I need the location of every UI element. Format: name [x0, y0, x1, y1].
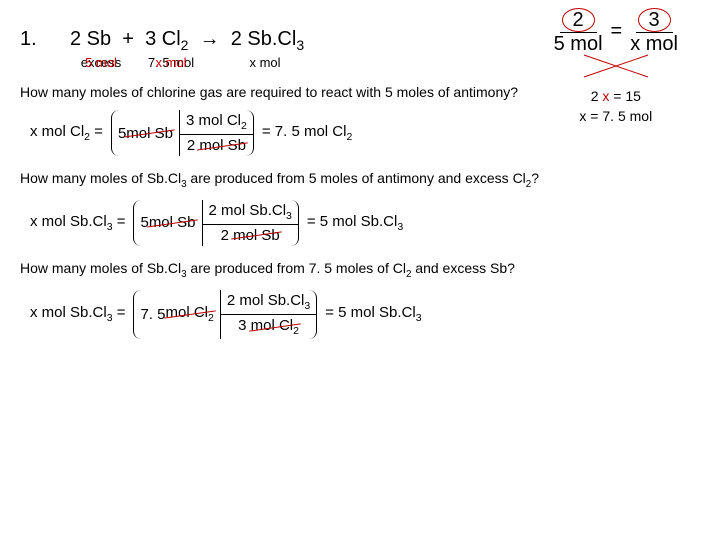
under-cl2-xmol: x mol	[148, 55, 194, 70]
q2-frac: 2 mol Sb.Cl3 2 mol Sb	[202, 200, 298, 246]
solve1-pre: 2	[591, 88, 603, 104]
q2-cell1: 5 mol Sb	[134, 200, 201, 246]
q2-result: = 5 mol Sb.Cl3	[307, 213, 403, 233]
ratio-left-num: 2	[562, 8, 595, 32]
question-3: How many moles of Sb.Cl3 are produced fr…	[20, 260, 700, 280]
eq-rhs: 2 Sb.Cl	[231, 28, 297, 50]
under-sb-5mol: 5 mol	[81, 55, 121, 70]
under-labels: excess 5 mol 7. 5 mol x mol x mol	[70, 55, 320, 70]
q1-frac: 3 mol Cl2 2 mol Sb	[179, 110, 253, 156]
problem-number: 1.	[20, 28, 70, 51]
q3-dim-box: 7. 5 mol Cl2 2 mol Sb.Cl3 3 mol Cl2	[133, 290, 317, 339]
under-cl2: 7. 5 mol x mol	[148, 55, 194, 70]
q1-dim-box: 5 mol Sb 3 mol Cl2 2 mol Sb	[111, 110, 254, 156]
q3-frac: 2 mol Sb.Cl3 3 mol Cl2	[220, 290, 316, 339]
q3-result: = 5 mol Sb.Cl3	[325, 304, 421, 324]
chemical-equation: 2 Sb + 3 Cl2 → 2 Sb.Cl3	[70, 28, 320, 53]
cross-multiply-icon	[576, 53, 656, 83]
eq-lhs2-sub: 2	[181, 37, 189, 53]
q2-lhs: x mol Sb.Cl3 =	[30, 213, 125, 233]
q2-dim-box: 5 mol Sb 2 mol Sb.Cl3 2 mol Sb	[133, 200, 298, 246]
under-sbcl3: x mol	[210, 55, 320, 70]
ratio-top-row: 2 5 mol = 3 x mol	[552, 8, 680, 55]
solve2: x = 7. 5 mol	[552, 107, 680, 127]
ratio-right-den: x mol	[628, 33, 680, 55]
ratio-left-fraction: 2 5 mol	[552, 8, 605, 55]
under-sb: excess 5 mol	[81, 55, 121, 70]
calc-2: x mol Sb.Cl3 = 5 mol Sb 2 mol Sb.Cl3 2 m…	[30, 200, 700, 246]
q1-cell1: 5 mol Sb	[112, 110, 179, 156]
q3-lhs: x mol Sb.Cl3 =	[30, 304, 125, 324]
ratio-left-den: 5 mol	[552, 33, 605, 55]
eq-lhs2: 3 Cl	[145, 28, 181, 50]
equation-block: 2 Sb + 3 Cl2 → 2 Sb.Cl3 excess 5 mol 7. …	[70, 28, 320, 70]
q1-result: = 7. 5 mol Cl2	[262, 123, 352, 143]
ratio-solve: 2 x = 15 x = 7. 5 mol	[552, 87, 680, 126]
eq-rhs-sub: 3	[296, 37, 304, 53]
calc-3: x mol Sb.Cl3 = 7. 5 mol Cl2 2 mol Sb.Cl3…	[30, 290, 700, 339]
ratio-right-num: 3	[638, 8, 671, 32]
question-2: How many moles of Sb.Cl3 are produced fr…	[20, 170, 700, 190]
q3-cell1: 7. 5 mol Cl2	[134, 290, 219, 339]
ratio-equals: =	[611, 20, 623, 43]
eq-plus: +	[122, 28, 134, 50]
eq-arrow: →	[200, 28, 220, 50]
ratio-proportion: 2 5 mol = 3 x mol 2 x = 15 x = 7. 5 mol	[552, 8, 680, 126]
eq-lhs1: 2 Sb	[70, 28, 111, 50]
q1-lhs: x mol Cl2 =	[30, 123, 103, 143]
ratio-right-fraction: 3 x mol	[628, 8, 680, 55]
solve1-post: = 15	[609, 88, 641, 104]
